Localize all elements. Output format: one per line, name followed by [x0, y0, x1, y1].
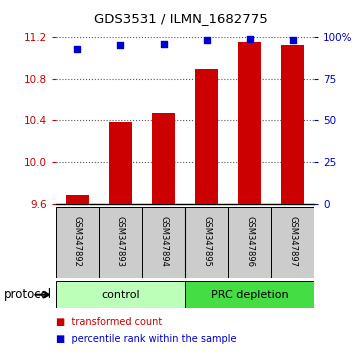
Text: GSM347894: GSM347894 [159, 216, 168, 267]
Text: PRC depletion: PRC depletion [211, 290, 288, 300]
Bar [228, 207, 271, 278]
Point [75, 46, 81, 52]
Text: GSM347895: GSM347895 [202, 216, 211, 267]
Bar [185, 281, 314, 308]
Point [247, 36, 252, 42]
Bar [195, 69, 218, 204]
Point [161, 41, 166, 47]
Text: ■  transformed count: ■ transformed count [56, 317, 162, 327]
Bar [271, 207, 314, 278]
Bar [142, 207, 185, 278]
Text: GSM347892: GSM347892 [73, 216, 82, 267]
Bar [185, 207, 228, 278]
Bar [109, 122, 132, 204]
Bar [56, 207, 99, 278]
Text: GDS3531 / ILMN_1682775: GDS3531 / ILMN_1682775 [93, 12, 268, 25]
Bar [56, 281, 185, 308]
Bar [281, 46, 304, 204]
Text: GSM347897: GSM347897 [288, 216, 297, 267]
Text: GSM347896: GSM347896 [245, 216, 254, 267]
Text: protocol: protocol [4, 288, 52, 301]
Text: control: control [101, 290, 140, 300]
Point [290, 38, 295, 43]
Bar [152, 113, 175, 204]
Bar [99, 207, 142, 278]
Bar [238, 42, 261, 204]
Text: ■  percentile rank within the sample: ■ percentile rank within the sample [56, 334, 236, 344]
Point [204, 38, 209, 43]
Point [118, 43, 123, 48]
Bar [66, 195, 89, 204]
Text: GSM347893: GSM347893 [116, 216, 125, 267]
